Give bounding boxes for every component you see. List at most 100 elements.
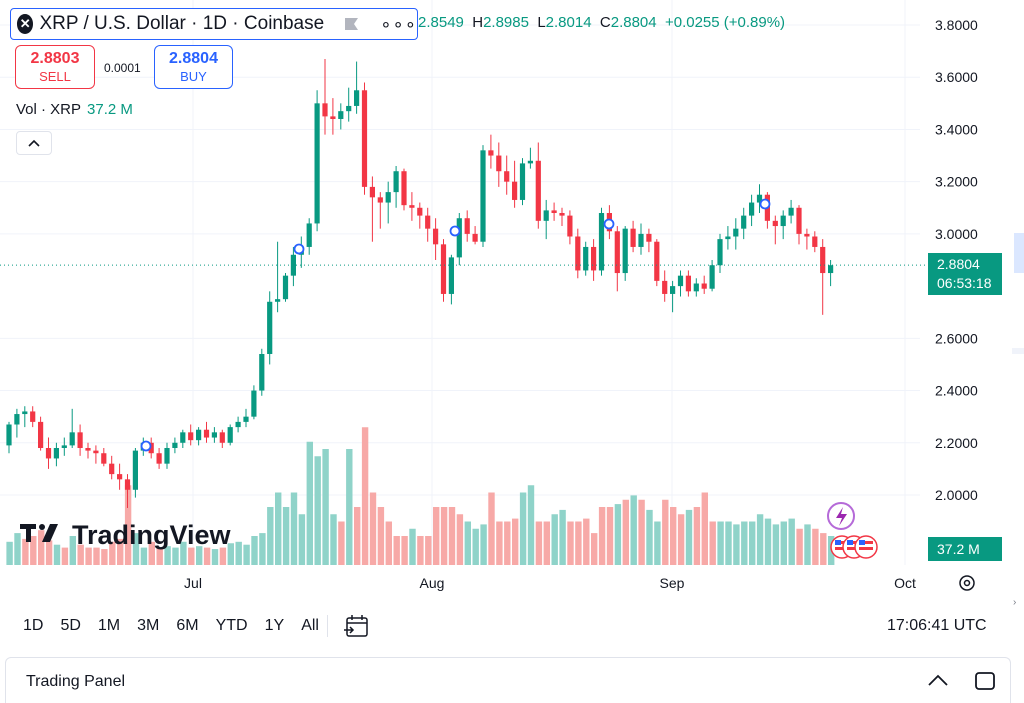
volume-bar <box>259 533 266 565</box>
utc-clock[interactable]: 17:06:41 UTC <box>887 617 987 634</box>
xrp-logo-icon: ✕ <box>17 14 34 34</box>
volume-bar <box>330 514 337 565</box>
volume-bar <box>235 541 242 565</box>
range-1d-button[interactable]: 1D <box>23 617 44 634</box>
candle-body <box>6 424 12 446</box>
time-axis-label: Aug <box>420 575 445 591</box>
candle-body <box>440 244 447 294</box>
candle-body <box>22 411 28 415</box>
candle-body <box>243 416 249 422</box>
chevron-up-icon[interactable] <box>926 670 950 692</box>
volume-bar <box>251 536 258 565</box>
volume-bar <box>606 507 614 565</box>
candle-body <box>61 445 67 448</box>
volume-bar <box>780 521 787 565</box>
volume-bar <box>298 514 306 565</box>
volume-bar <box>551 514 558 565</box>
trading-panel: Trading Panel <box>5 657 1011 703</box>
ohlc-low-label: L <box>537 14 546 31</box>
range-6m-button[interactable]: 6M <box>176 617 199 634</box>
flag-canton <box>859 540 865 545</box>
candle-body <box>346 105 352 112</box>
chart-settings-icon[interactable] <box>956 572 978 594</box>
candle-body <box>804 233 810 237</box>
ohlc-open: 2.8549 <box>418 14 464 31</box>
symbol-search-box[interactable]: ✕ XRP / U.S. Dollar · 1D · Coinbase ∘∘∘ <box>10 8 418 40</box>
volume-bar <box>282 507 290 565</box>
collapse-legend-button[interactable] <box>16 131 52 155</box>
candle-body <box>85 448 91 451</box>
symbol-title[interactable]: XRP / U.S. Dollar · 1D · Coinbase <box>39 13 325 34</box>
volume-bar <box>519 492 527 565</box>
chart-area[interactable]: 3.8000 3.6000 3.4000 3.2000 3.0000 2.6000 2.40… <box>0 0 1024 600</box>
range-ytd-button[interactable]: YTD <box>215 617 248 634</box>
range-1m-button[interactable]: 1M <box>97 617 121 634</box>
time-axis-label: Sep <box>660 575 685 591</box>
volume-bar <box>124 485 132 565</box>
volume-bar <box>227 543 234 565</box>
volume-bar <box>804 524 811 565</box>
volume-bar <box>30 536 37 565</box>
candle-body <box>709 265 715 289</box>
candle-body <box>583 246 589 271</box>
buy-label: BUY <box>180 69 207 84</box>
volume-bar <box>385 521 392 565</box>
volume-bar <box>788 518 795 565</box>
volume-tag: 37.2 M <box>928 537 1002 561</box>
last-price-value: 2.8804 <box>937 256 980 272</box>
volume-bar <box>764 518 772 565</box>
candle-body <box>180 432 186 443</box>
candle-body <box>196 429 202 441</box>
price-axis-label: 2.6000 <box>935 330 978 346</box>
candle-body <box>338 111 344 119</box>
volume-bar <box>567 521 574 565</box>
trading-panel-title[interactable]: Trading Panel <box>26 673 126 690</box>
maximize-panel-icon[interactable] <box>974 670 996 692</box>
candle-body <box>638 233 644 247</box>
volume-bar <box>701 492 708 565</box>
price-axis-label: 3.0000 <box>935 226 978 242</box>
volume-bar <box>614 504 622 565</box>
candle-body <box>267 301 273 354</box>
date-range-calendar-icon[interactable] <box>343 614 371 640</box>
event-marker-icon <box>293 243 305 255</box>
range-3m-button[interactable]: 3M <box>137 617 160 634</box>
candlestick-chart[interactable]: 3.8000 3.6000 3.4000 3.2000 3.0000 2.6000 2.40… <box>0 0 1024 600</box>
volume-bar <box>85 547 92 565</box>
volume-bar <box>425 536 432 565</box>
candle-body <box>306 223 312 247</box>
range-5d-button[interactable]: 5D <box>60 617 81 634</box>
candle-body <box>591 246 597 271</box>
pane-divider[interactable] <box>1012 348 1024 354</box>
range-1y-button[interactable]: 1Y <box>264 617 285 634</box>
sell-button[interactable]: 2.8803 SELL <box>15 45 95 89</box>
candle-body <box>172 442 178 448</box>
buy-price: 2.8804 <box>169 50 218 67</box>
flag-icon[interactable] <box>344 16 362 32</box>
volume-bar <box>369 492 377 565</box>
volume-legend-value: 37.2 M <box>87 101 133 118</box>
range-all-button[interactable]: All <box>301 617 319 634</box>
time-axis-label: Jul <box>184 575 202 591</box>
candle-body <box>472 233 478 242</box>
ohlc-change: +0.0255 (+0.89%) <box>664 14 786 31</box>
flag-stripe <box>859 541 873 544</box>
spread-value: 0.0001 <box>104 61 141 75</box>
candle-body <box>575 236 581 271</box>
volume-bar <box>480 524 487 565</box>
volume-bar <box>772 524 780 565</box>
volume-bar <box>583 518 590 565</box>
tradingview-logo[interactable]: TradingView <box>20 520 231 551</box>
more-options-icon[interactable]: ∘∘∘ <box>380 13 417 34</box>
buy-button[interactable]: 2.8804 BUY <box>154 45 233 89</box>
volume-bar <box>22 538 29 565</box>
volume-bar <box>725 521 732 565</box>
flag-stripe <box>835 541 849 544</box>
candle-body <box>614 231 620 274</box>
volume-bar <box>338 521 345 565</box>
scroll-right-icon[interactable]: › <box>1013 597 1017 608</box>
volume-bar <box>646 509 653 565</box>
volume-bar <box>243 544 250 565</box>
volume-bar <box>472 528 479 565</box>
candle-body <box>527 160 533 164</box>
